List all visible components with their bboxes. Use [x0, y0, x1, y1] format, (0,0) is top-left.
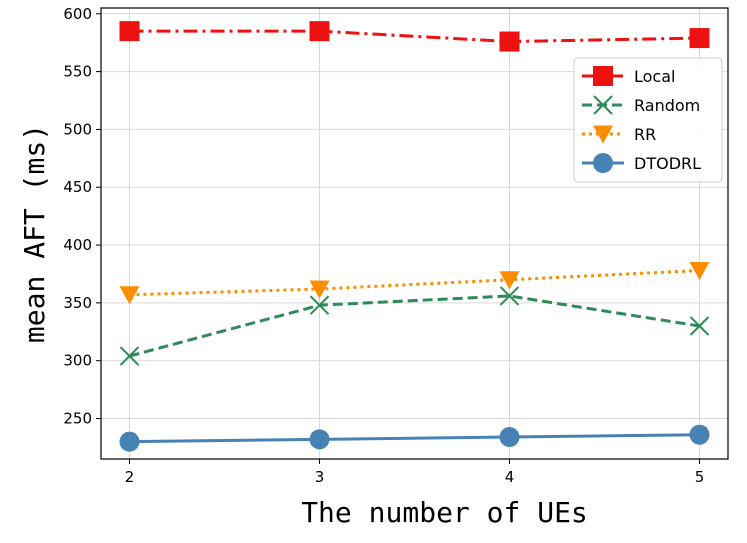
- legend-label-rr: RR: [634, 125, 656, 144]
- point-random: [499, 286, 520, 306]
- legend-label-random: Random: [634, 96, 700, 115]
- legend-item-random: Random: [582, 95, 700, 115]
- legend-marker-random: [593, 95, 613, 115]
- point-local: [689, 28, 710, 49]
- x-tick-label: 3: [315, 468, 325, 486]
- point-local: [499, 31, 520, 52]
- point-rr: [689, 262, 710, 281]
- x-tick-label: 2: [125, 468, 135, 486]
- series-random: [119, 286, 710, 366]
- point-random: [309, 295, 330, 315]
- ticks: 2 3 4 5 250 300 350 400 450 500 550 600: [63, 5, 704, 486]
- series-line-dtodrl: [129, 433, 700, 444]
- y-tick-label: 550: [63, 63, 92, 81]
- plot-frame: [100, 7, 729, 460]
- legend-label-dtodrl: DTODRL: [634, 154, 701, 173]
- point-dtodrl: [689, 424, 710, 445]
- series-line-rr: [129, 269, 700, 297]
- legend-item-rr: RR: [582, 125, 656, 144]
- point-dtodrl: [499, 427, 520, 448]
- series-group: [119, 21, 710, 452]
- point-rr: [499, 271, 520, 290]
- point-rr: [119, 286, 140, 305]
- legend: Local Random RR DTODRL: [573, 57, 723, 183]
- point-local: [309, 21, 330, 42]
- point-random: [689, 316, 710, 336]
- series-line-local: [129, 29, 700, 44]
- x-axis-label: The number of UEs: [301, 496, 588, 529]
- series-rr: [119, 262, 710, 305]
- y-tick-label: 350: [63, 294, 92, 312]
- y-tick-label: 600: [63, 5, 92, 23]
- legend-box: [573, 57, 723, 183]
- series-dtodrl: [119, 424, 710, 452]
- legend-marker-dtodrl: [593, 153, 613, 173]
- y-tick-label: 400: [63, 236, 92, 254]
- point-rr: [309, 280, 330, 299]
- point-random: [119, 346, 140, 366]
- point-dtodrl: [309, 429, 330, 450]
- legend-marker-local: [593, 66, 613, 86]
- legend-marker-rr: [593, 125, 613, 144]
- legend-item-dtodrl: DTODRL: [582, 153, 701, 173]
- x-tick-label: 4: [505, 468, 515, 486]
- y-tick-label: 250: [63, 410, 92, 428]
- legend-item-local: Local: [582, 66, 675, 86]
- point-local: [119, 21, 140, 42]
- y-tick-label: 300: [63, 352, 92, 370]
- series-line-random: [129, 294, 700, 358]
- legend-label-local: Local: [634, 67, 675, 86]
- y-axis-label: mean AFT (ms): [18, 124, 51, 343]
- series-local: [119, 21, 710, 52]
- point-dtodrl: [119, 431, 140, 452]
- x-tick-label: 5: [695, 468, 705, 486]
- y-tick-label: 500: [63, 120, 92, 138]
- y-tick-label: 450: [63, 178, 92, 196]
